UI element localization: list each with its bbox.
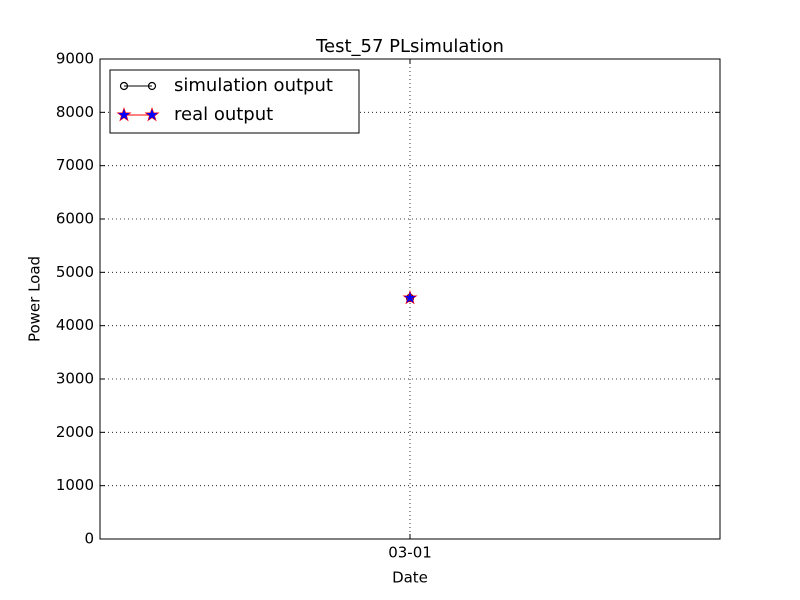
y-tick-label: 9000 xyxy=(56,50,94,68)
y-tick-label: 6000 xyxy=(56,210,94,228)
y-axis-label: Power Load xyxy=(26,256,44,342)
plot-frame xyxy=(99,58,721,540)
circle-marker xyxy=(119,81,129,91)
star-marker xyxy=(116,107,132,122)
y-tick-label: 3000 xyxy=(56,370,94,388)
y-tick-label: 2000 xyxy=(56,423,94,441)
star-marker xyxy=(402,290,418,305)
y-tick-label: 7000 xyxy=(56,156,94,174)
circle-marker xyxy=(147,81,157,91)
legend-label: real output xyxy=(174,104,273,125)
y-tick-label: 0 xyxy=(84,530,94,548)
y-tick-label: 8000 xyxy=(56,103,94,121)
y-tick-label: 1000 xyxy=(56,476,94,494)
star-marker xyxy=(144,107,160,122)
x-tick-label: 03-01 xyxy=(388,544,432,562)
chart-title: Test_57 PLsimulation xyxy=(315,36,504,57)
y-tick-label: 5000 xyxy=(56,263,94,281)
legend-label: simulation output xyxy=(174,75,333,96)
legend-box xyxy=(109,69,360,134)
y-tick-label: 4000 xyxy=(56,316,94,334)
x-axis-label: Date xyxy=(392,569,428,587)
